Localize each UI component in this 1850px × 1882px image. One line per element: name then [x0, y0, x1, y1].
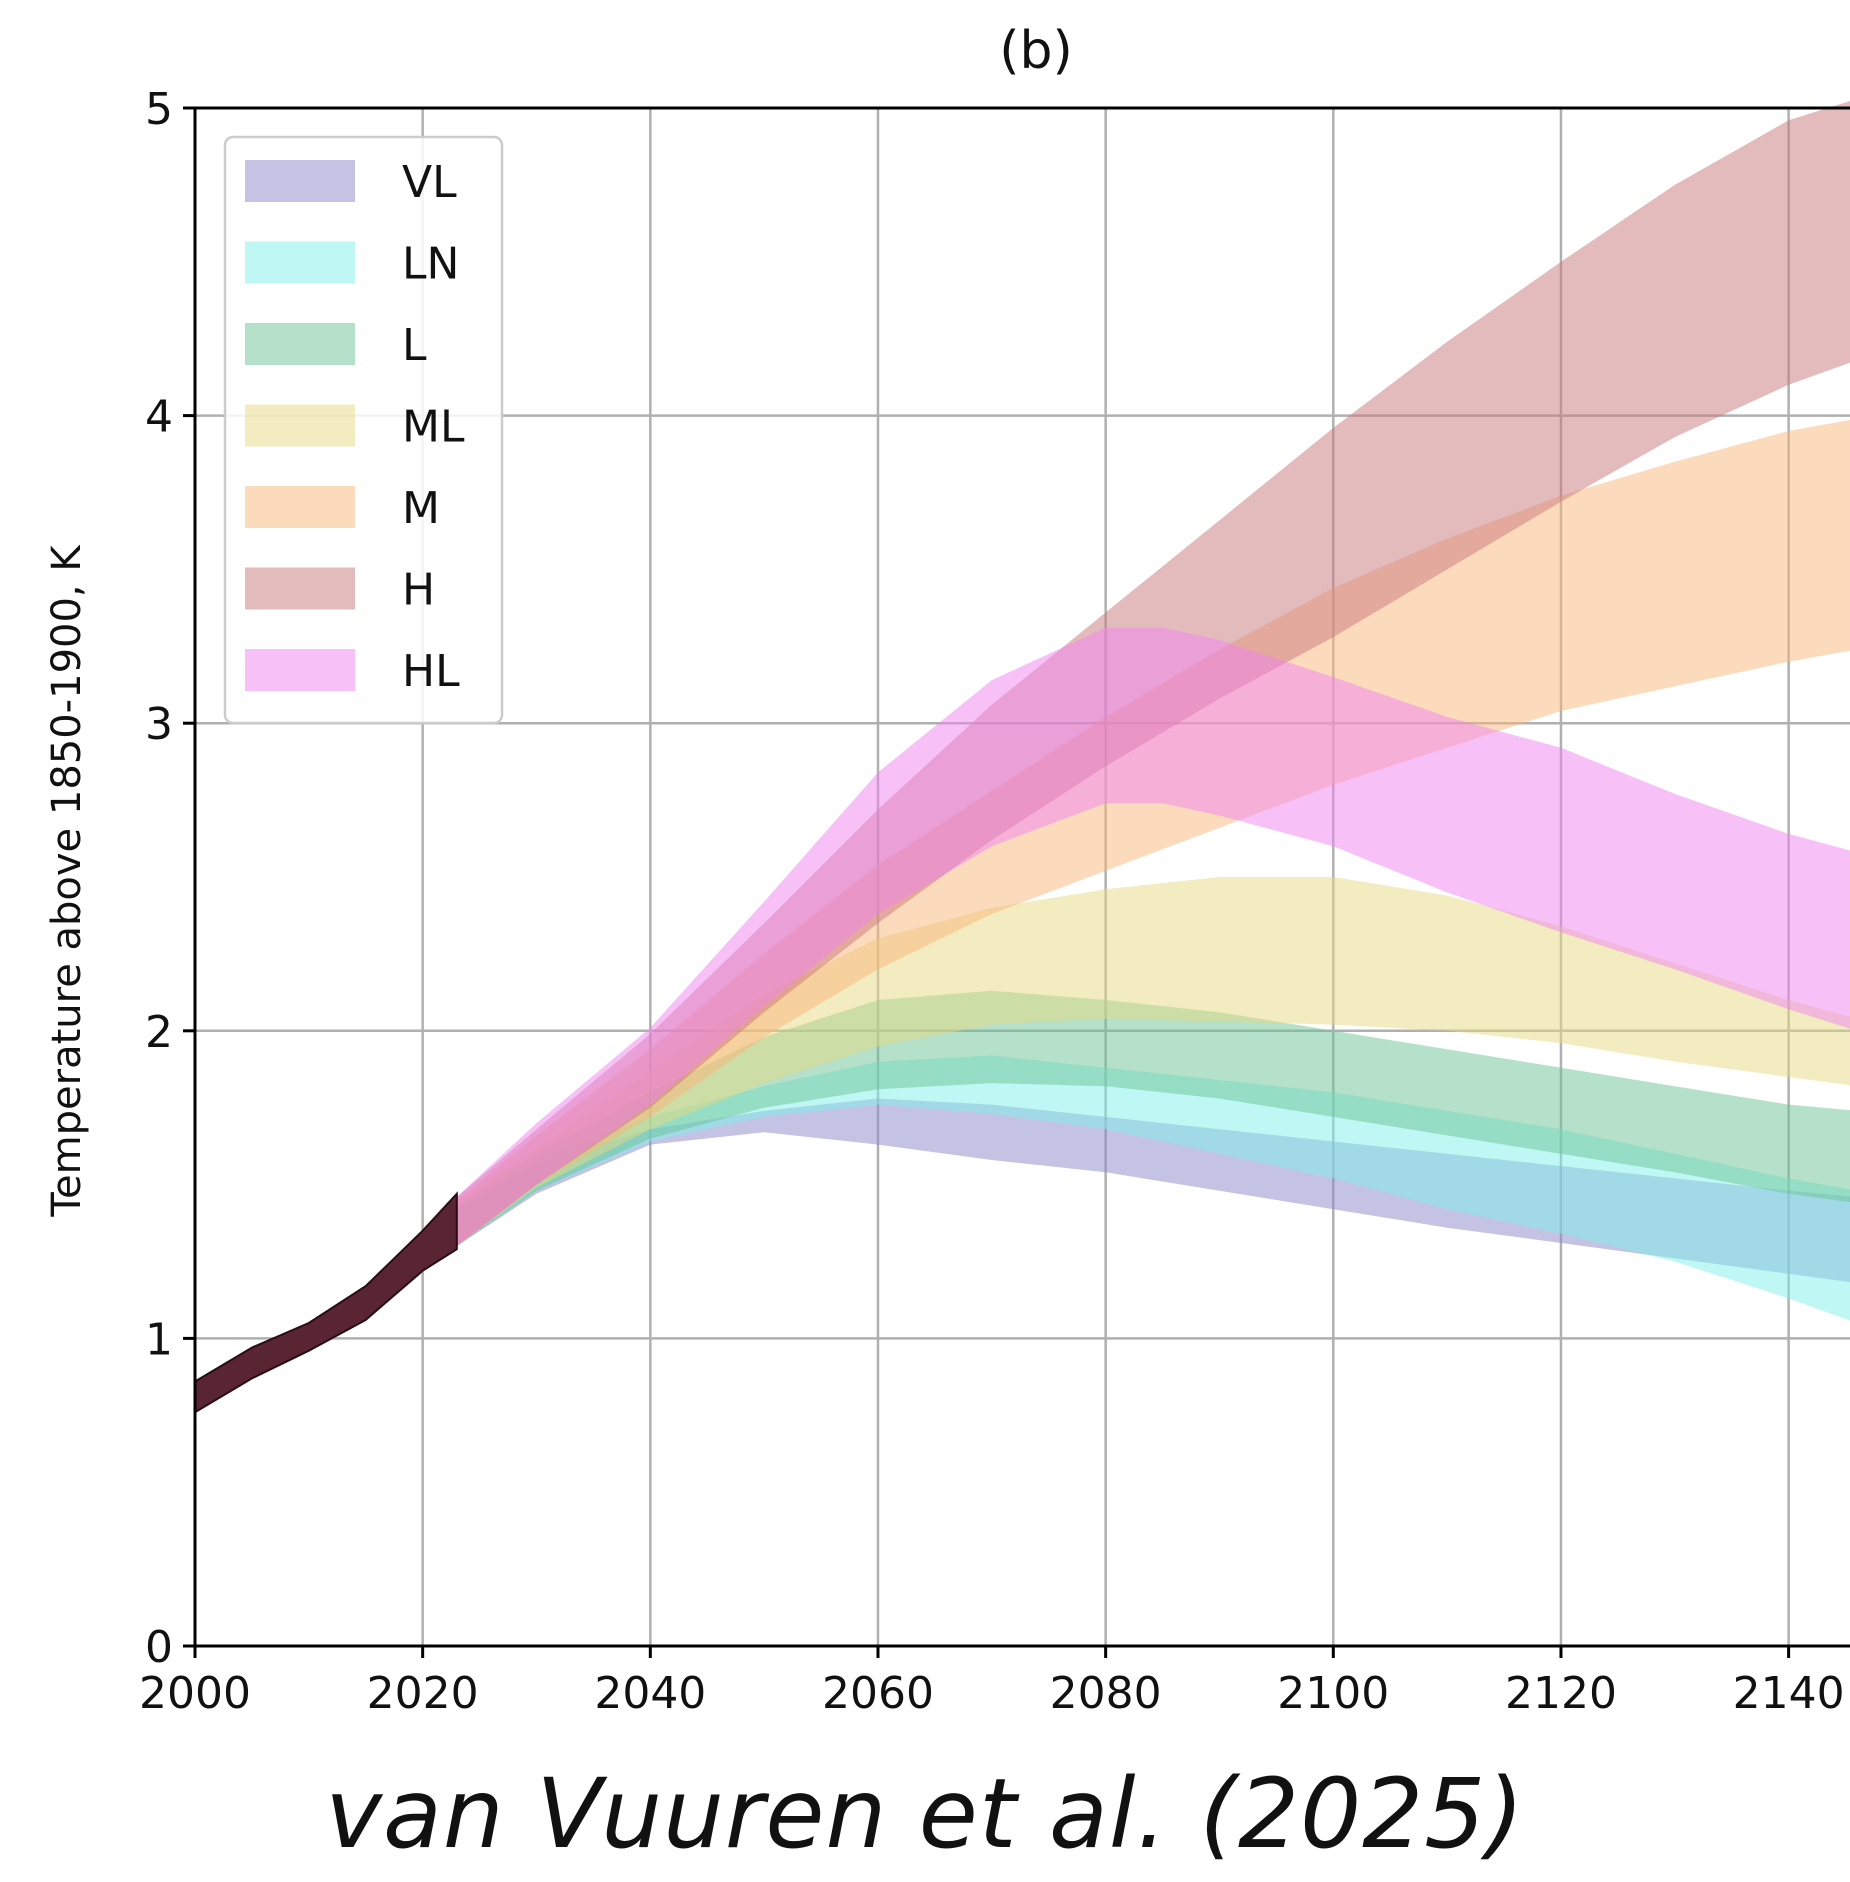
historical-band-group — [194, 1191, 458, 1414]
x-tick-label-2120: 2120 — [1505, 1668, 1617, 1719]
legend-label-L: L — [402, 320, 427, 371]
legend-label-H: H — [402, 565, 435, 616]
band-HL — [456, 627, 1850, 1247]
legend-swatch-HL — [245, 649, 355, 691]
legend-label-M: M — [402, 483, 440, 534]
citation-caption: van Vuuren et al. (2025) — [325, 1758, 1525, 1870]
y-tick-label-4: 4 — [145, 392, 173, 443]
band-M — [456, 419, 1850, 1247]
legend-swatch-LN — [245, 241, 355, 284]
y-axis-title: Temperature above 1850-1900, K — [44, 544, 90, 1218]
chart-title: (b) — [999, 21, 1073, 81]
x-tick-label-2140: 2140 — [1733, 1668, 1845, 1719]
legend-swatch-ML — [245, 404, 355, 447]
legend-label-LN: LN — [402, 239, 459, 290]
y-tick-label-1: 1 — [145, 1314, 173, 1365]
y-tick-label-5: 5 — [145, 84, 173, 135]
scenario-bands — [456, 100, 1850, 1321]
y-tick-label-3: 3 — [145, 699, 173, 750]
x-tick-label-2080: 2080 — [1050, 1668, 1162, 1719]
x-tick-label-2020: 2020 — [367, 1668, 479, 1719]
tick-labels: 2000 2020 2040 2060 2080 2100 2120 2140 0 1 2 3 4 5 — [139, 84, 1845, 1719]
legend-label-ML: ML — [402, 402, 465, 453]
x-tick-label-2060: 2060 — [822, 1668, 934, 1719]
y-tick-label-2: 2 — [145, 1007, 173, 1058]
legend-label-HL: HL — [402, 646, 460, 697]
legend: VL LN L ML MH HL — [223, 135, 504, 725]
historical-band — [194, 1191, 458, 1414]
legend-swatch-H — [245, 567, 355, 610]
band-ML — [456, 877, 1850, 1247]
x-tick-label-2100: 2100 — [1277, 1668, 1389, 1719]
y-tick-label-0: 0 — [145, 1622, 173, 1673]
legend-swatch-VL — [245, 160, 355, 202]
legend-label-VL: VL — [402, 157, 457, 208]
axes — [193, 106, 1850, 1648]
legend-swatch-M — [245, 486, 355, 528]
legend-swatch-L — [245, 323, 355, 365]
x-tick-label-2000: 2000 — [139, 1668, 251, 1719]
x-tick-label-2040: 2040 — [594, 1668, 706, 1719]
